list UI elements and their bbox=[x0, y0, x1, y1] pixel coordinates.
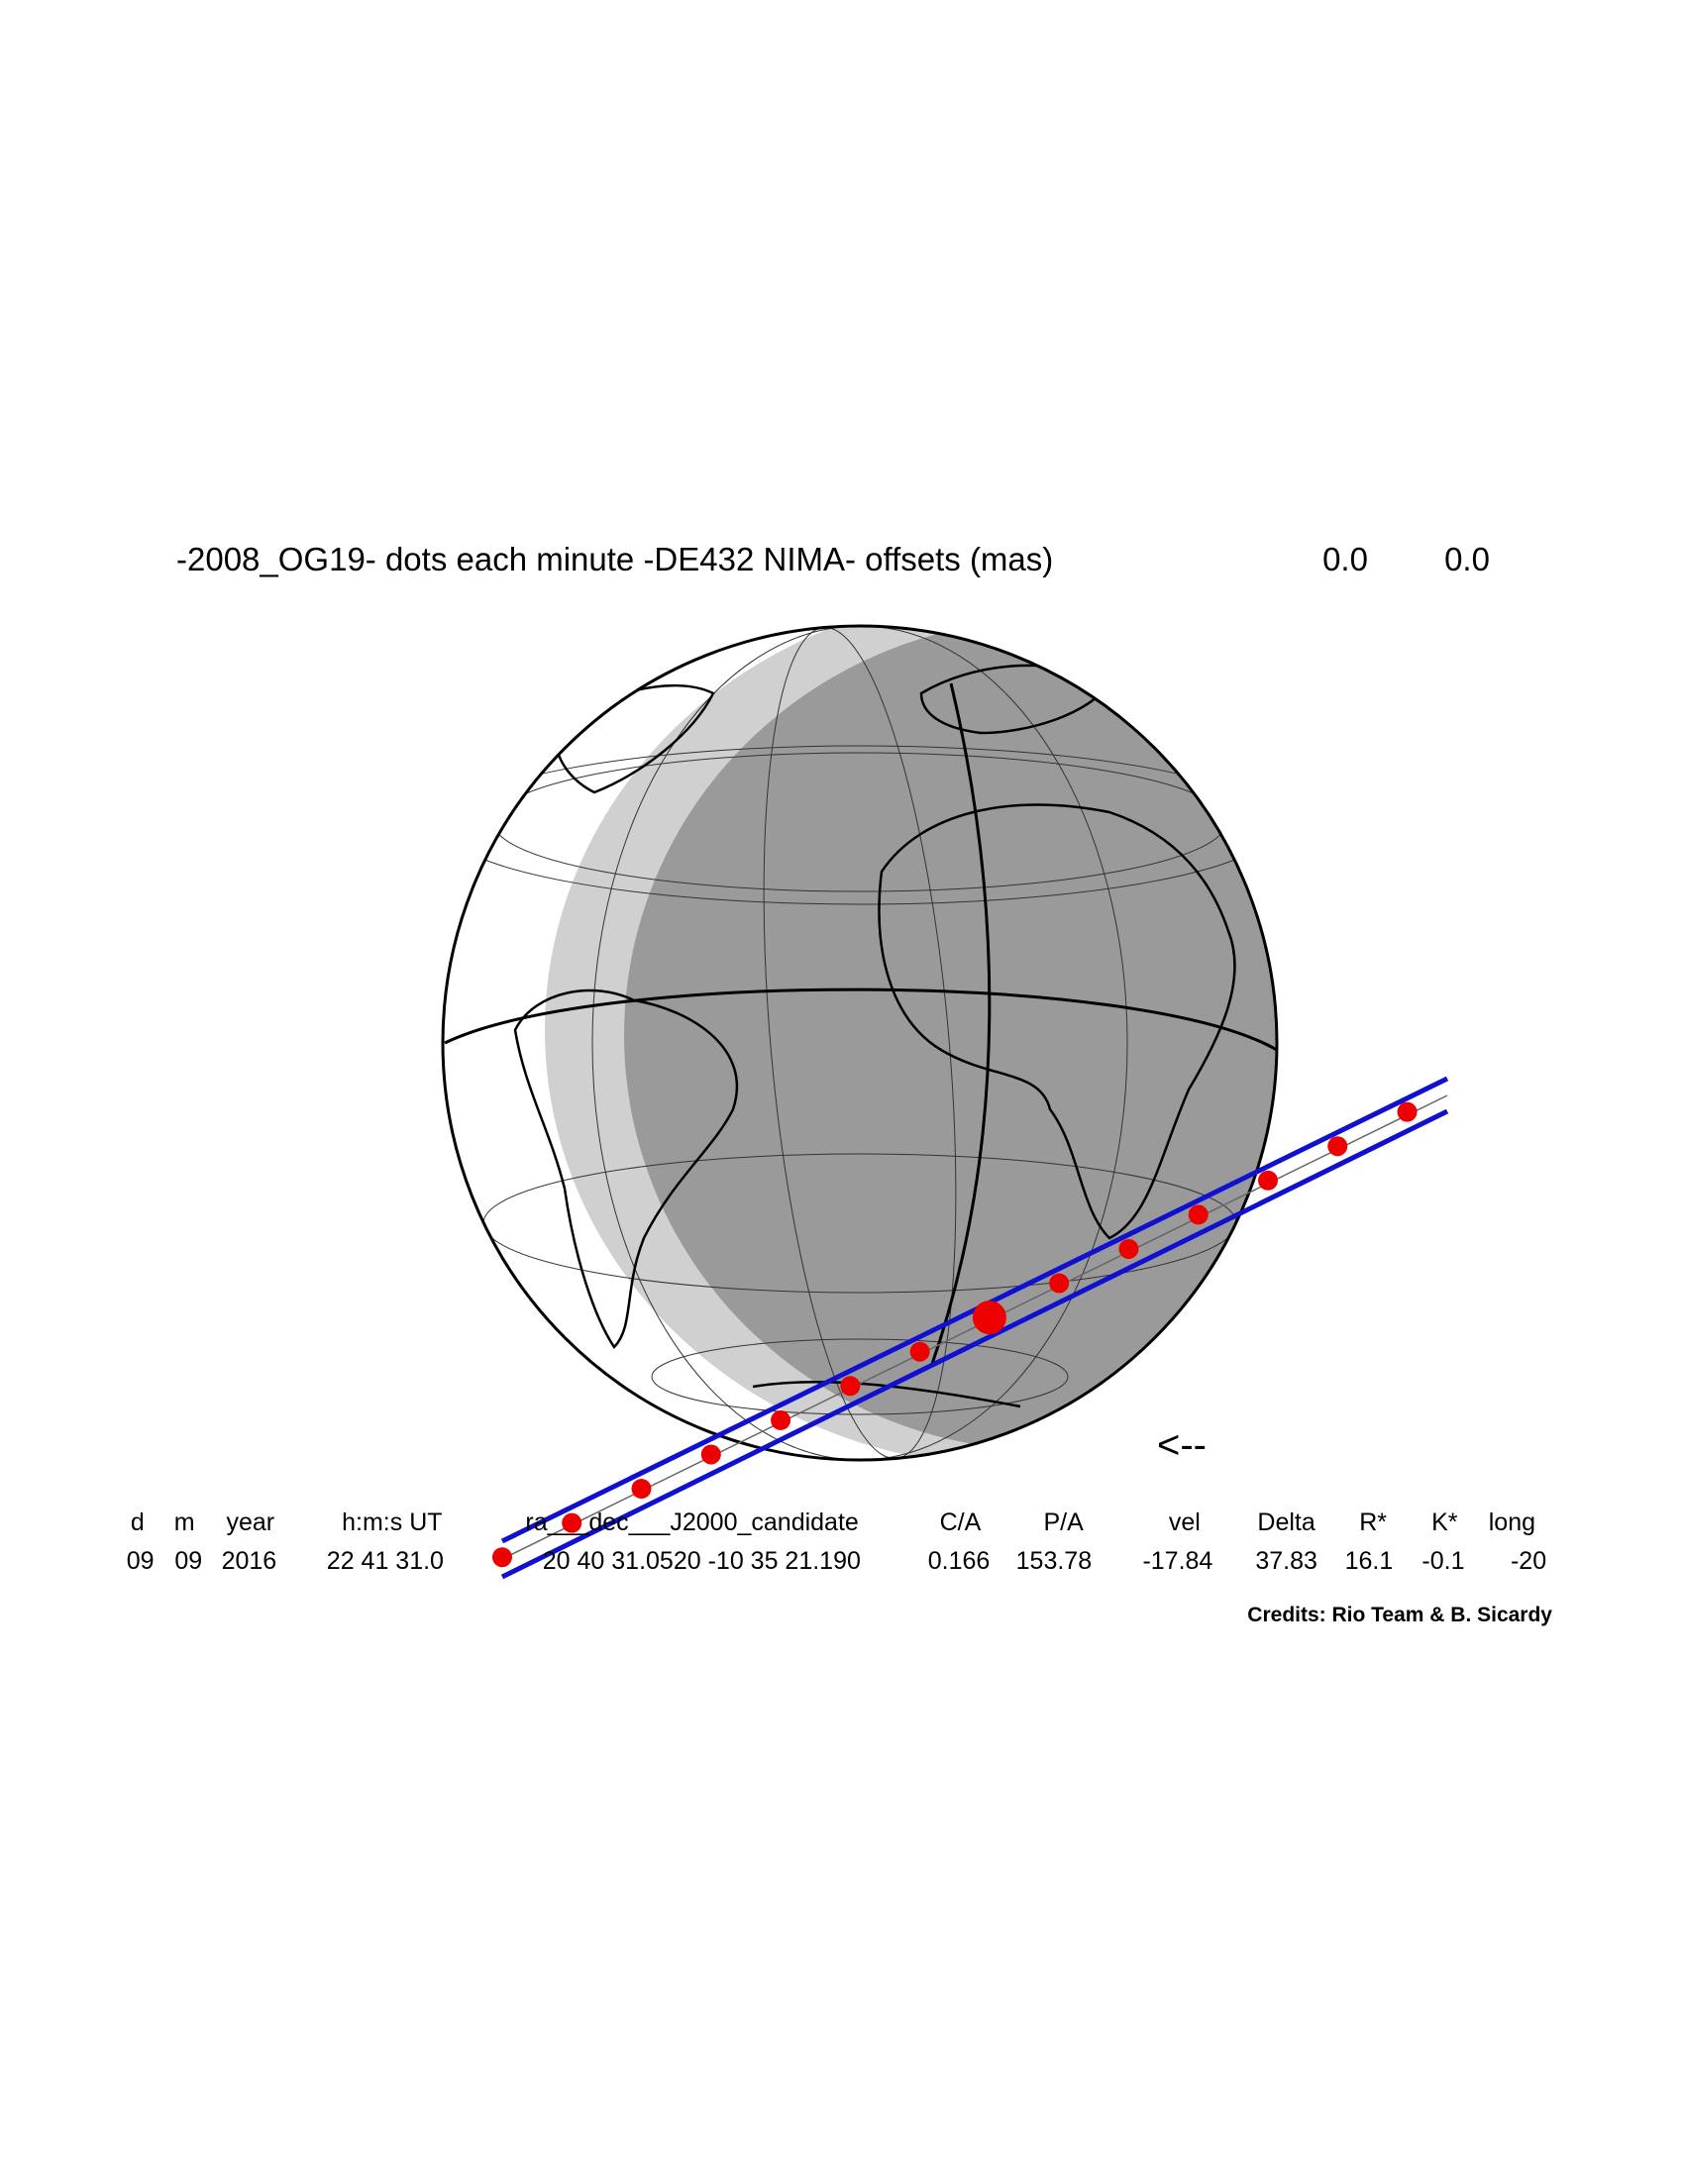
path-limit bbox=[500, 1108, 1449, 1580]
offset-value: 0.0 bbox=[1444, 541, 1490, 577]
column-value: 2016 bbox=[222, 1547, 277, 1575]
column-value: 09 bbox=[174, 1547, 202, 1575]
minute-dot bbox=[1397, 1101, 1418, 1122]
column-value: 37.83 bbox=[1255, 1547, 1317, 1575]
minute-dot bbox=[1327, 1136, 1348, 1157]
column-value: 0.166 bbox=[928, 1547, 991, 1575]
column-value: 16.1 bbox=[1345, 1547, 1394, 1575]
minute-dot bbox=[491, 1547, 512, 1568]
column-header: long bbox=[1489, 1508, 1535, 1536]
minute-dot bbox=[840, 1376, 861, 1397]
column-value: 22 41 31.0 bbox=[327, 1547, 444, 1575]
minute-dot bbox=[1258, 1170, 1278, 1191]
minute-dot bbox=[1188, 1204, 1209, 1225]
minute-dot bbox=[972, 1300, 1006, 1335]
column-header: h:m:s UT bbox=[342, 1508, 442, 1536]
meridian bbox=[929, 682, 992, 1368]
column-header: C/A bbox=[940, 1508, 982, 1536]
column-header: P/A bbox=[1043, 1508, 1084, 1536]
credits: Credits: Rio Team & B. Sicardy bbox=[1247, 1604, 1552, 1626]
title: -2008_OG19- dots each minute -DE432 NIMA… bbox=[176, 541, 1053, 577]
column-value: -0.1 bbox=[1421, 1547, 1464, 1575]
minute-dot bbox=[700, 1444, 721, 1465]
minute-dot bbox=[1118, 1238, 1139, 1259]
direction-arrow: <-- bbox=[1157, 1423, 1207, 1467]
column-value: -20 bbox=[1511, 1547, 1546, 1575]
shadow-path bbox=[491, 1076, 1449, 1580]
column-header: R* bbox=[1359, 1508, 1387, 1536]
minute-dot bbox=[909, 1341, 930, 1362]
minute-dot bbox=[1049, 1273, 1070, 1294]
globe-outline bbox=[441, 624, 1279, 1462]
column-header: year bbox=[226, 1508, 274, 1536]
column-header: K* bbox=[1431, 1508, 1458, 1536]
column-header: Delta bbox=[1257, 1508, 1315, 1536]
column-header: m bbox=[174, 1508, 195, 1536]
offset-value: 0.0 bbox=[1322, 541, 1368, 577]
minute-dot bbox=[562, 1512, 582, 1533]
minute-dot bbox=[771, 1409, 791, 1430]
column-header: vel bbox=[1169, 1508, 1201, 1536]
center-line bbox=[501, 1094, 1448, 1560]
night bbox=[624, 626, 1277, 1451]
column-header: ra___dec___J2000_candidate bbox=[525, 1508, 858, 1536]
info-table: d m year h:m:s UT ra___dec___J2000_candidate… bbox=[127, 1508, 1546, 1575]
column-value: -17.84 bbox=[1142, 1547, 1212, 1575]
equator bbox=[444, 988, 1278, 1052]
minute-dots bbox=[491, 1101, 1418, 1568]
column-header: d bbox=[131, 1508, 145, 1536]
minute-dot bbox=[631, 1479, 652, 1500]
column-value: 20 40 31.0520 -10 35 21.190 bbox=[543, 1547, 861, 1575]
column-value: 09 bbox=[127, 1547, 155, 1575]
column-value: 153.78 bbox=[1016, 1547, 1092, 1575]
